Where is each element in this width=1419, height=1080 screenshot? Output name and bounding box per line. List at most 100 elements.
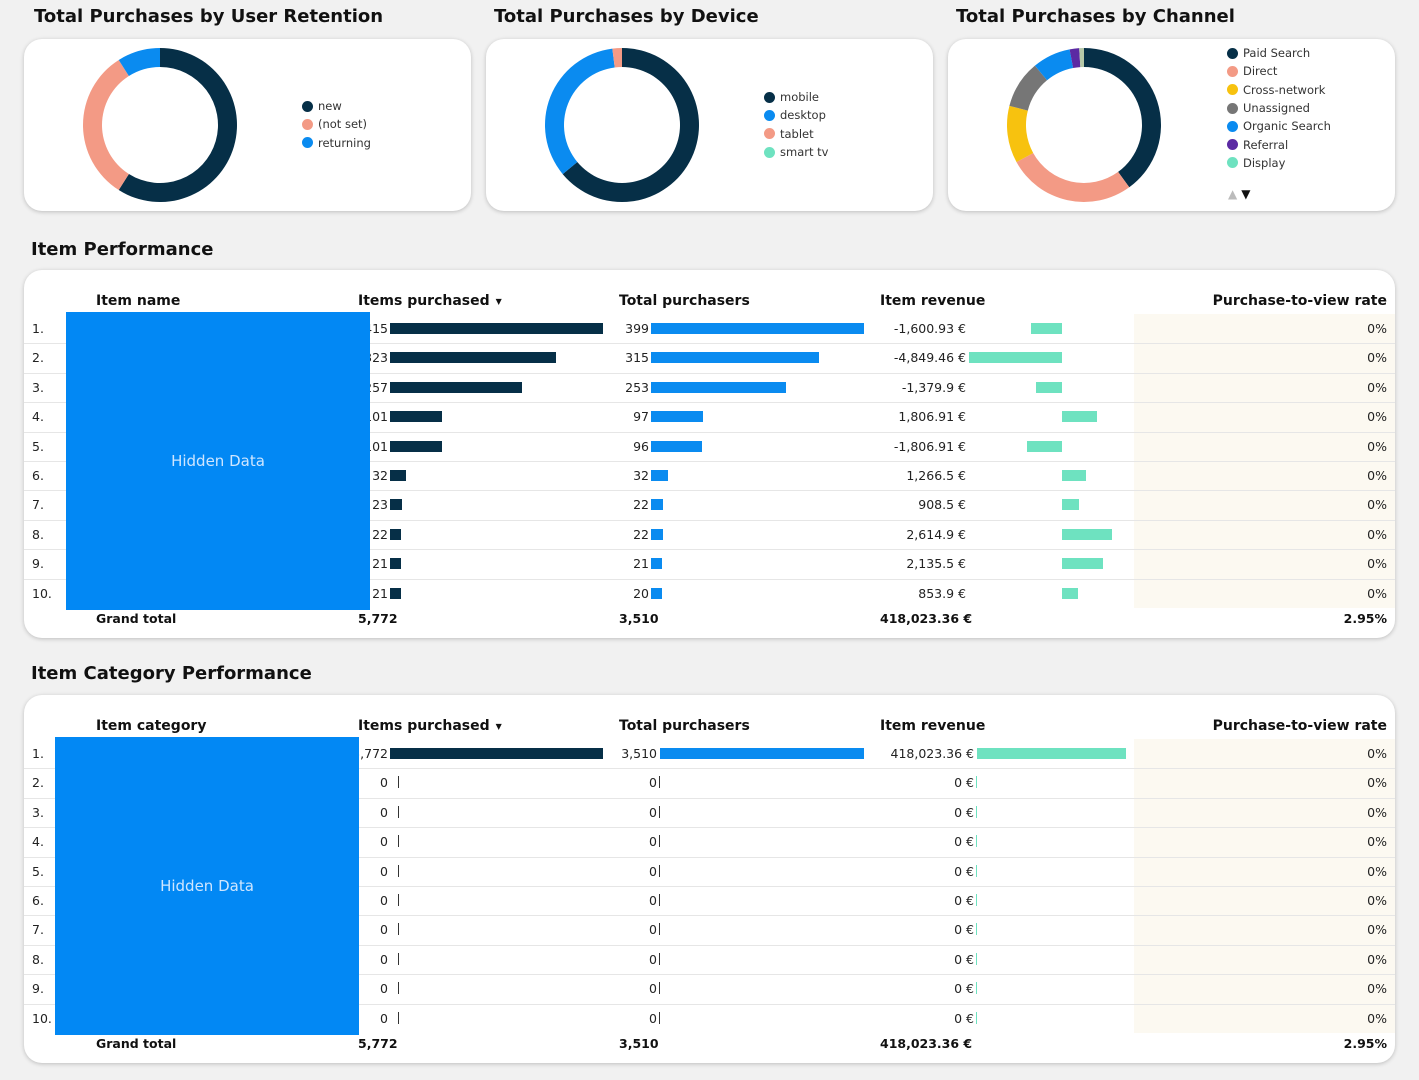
item-revenue-value: -1,600.93 € [893,321,966,336]
header-purchase-to-view-rate[interactable]: Purchase-to-view rate [1212,293,1387,309]
table-row[interactable]: 3. 257 253 -1,379.9 € 0% [24,372,1395,402]
row-divider [24,402,1395,404]
retention-donut[interactable] [82,47,238,203]
table-row[interactable]: 10. 0 0 0 € 0% [24,1003,1395,1033]
sort-desc-icon[interactable]: ▼ [495,296,502,306]
legend-item[interactable]: new [302,97,371,115]
legend-item[interactable]: mobile [764,88,828,106]
donut-slice-desktop[interactable] [545,48,615,175]
total-purchasers-value: 0 [649,834,657,850]
grand-total-purchasers: 3,510 [619,611,659,626]
legend-label: Referral [1243,137,1289,152]
total-purchasers-value: 3,510 [621,746,657,761]
row-number: 6. [32,893,44,908]
legend-label: smart tv [780,145,829,160]
table-row[interactable]: 2. 0 0 0 € 0% [24,768,1395,797]
row-divider [24,797,1395,799]
legend-item[interactable]: (not set) [302,115,371,133]
donut-slice-not-set[interactable] [82,59,129,191]
items-purchased-bar [390,587,401,599]
table-row[interactable]: 1. 415 399 -1,600.93 € 0% [24,314,1395,343]
table-row[interactable]: 4. 101 97 1,806.91 € 0% [24,402,1395,431]
legend-page-down-button[interactable]: ▼ [1241,187,1251,201]
total-purchasers-value: 0 [649,981,657,997]
total-purchasers-value: 0 [649,775,657,791]
header-purchase-to-view-rate[interactable]: Purchase-to-view rate [1212,718,1387,734]
donut-slice-cross-network[interactable] [1007,105,1034,163]
total-purchasers-value: 0 [649,922,657,938]
table-row[interactable]: 6. 0 0 0 € 0% [24,886,1395,915]
total-purchasers-value: 32 [633,468,649,483]
header-name[interactable]: Item name [96,293,181,309]
donut-slice-returning[interactable] [118,48,160,77]
items-purchased-bar [390,352,556,364]
donut-slice-display[interactable] [1079,48,1084,68]
device-chart-title: Total Purchases by Device [494,6,759,27]
header-item-revenue[interactable]: Item revenue [880,718,986,734]
sort-desc-icon[interactable]: ▼ [495,721,502,731]
row-number: 2. [32,775,44,791]
legend-item[interactable]: Direct [1227,62,1331,80]
legend-item[interactable]: tablet [764,125,828,143]
legend-item[interactable]: desktop [764,106,828,124]
legend-item[interactable]: Paid Search [1227,44,1331,62]
table-row[interactable]: 8. 22 22 2,614.9 € 0% [24,519,1395,549]
table-row[interactable]: 8. 0 0 0 € 0% [24,944,1395,974]
header-items-purchased[interactable]: Items purchased ▼ [358,718,502,734]
table-row[interactable]: 4. 0 0 0 € 0% [24,827,1395,856]
legend-swatch [764,91,775,103]
donut-slice-paid-search[interactable] [1084,48,1161,188]
purchase-to-view-rate-value: 0% [1367,951,1387,967]
table-row[interactable]: 7. 0 0 0 € 0% [24,915,1395,944]
grand-total-rate: 2.95% [1343,611,1387,626]
header-name[interactable]: Item category [96,718,207,734]
table-row[interactable]: 7. 23 22 908.5 € 0% [24,490,1395,519]
item-revenue-value: 0 € [954,922,974,938]
total-purchasers-value: 0 [649,863,657,879]
items-purchased-bar [390,528,402,540]
header-total-purchasers[interactable]: Total purchasers [619,293,750,309]
item-revenue-bar [976,982,977,995]
device-donut[interactable] [544,47,700,203]
donut-slice-organic-search[interactable] [1034,49,1074,81]
donut-slice-tablet[interactable] [612,48,622,68]
items-purchased-value: 0 [380,981,388,997]
total-purchasers-bar [651,528,663,540]
donut-slice-mobile[interactable] [562,48,699,202]
legend-page-up-button[interactable]: ▲ [1228,187,1238,201]
legend-item[interactable]: smart tv [764,143,828,161]
header-item-revenue[interactable]: Item revenue [880,293,986,309]
legend-item[interactable]: Display [1227,154,1331,172]
table-row[interactable]: 9. 21 21 2,135.5 € 0% [24,549,1395,578]
legend-item[interactable]: Organic Search [1227,117,1331,135]
items-purchased-value: 415 [364,321,388,336]
table-row[interactable]: 9. 0 0 0 € 0% [24,974,1395,1003]
table-row[interactable]: 2. 323 315 -4,849.46 € 0% [24,343,1395,372]
channel-donut[interactable] [1006,47,1162,203]
donut-slice-referral[interactable] [1069,48,1081,69]
table-row[interactable]: 5. 101 96 -1,806.91 € 0% [24,431,1395,461]
legend-item[interactable]: returning [302,134,371,152]
item-revenue-value: -4,849.46 € [893,350,966,366]
legend-item[interactable]: Unassigned [1227,99,1331,117]
header-items-purchased[interactable]: Items purchased ▼ [358,293,502,309]
purchase-to-view-rate-value: 0% [1367,526,1387,542]
donut-slice-direct[interactable] [1016,152,1130,202]
donut-slice-unassigned[interactable] [1009,65,1048,111]
table-row[interactable]: 10. 21 20 853.9 € 0% [24,578,1395,608]
table-row[interactable]: 3. 0 0 0 € 0% [24,797,1395,827]
table-row[interactable]: 1. 5,772 3,510 418,023.36 € 0% [24,739,1395,768]
table-row[interactable]: 5. 0 0 0 € 0% [24,856,1395,886]
donut-slice-new[interactable] [118,48,238,202]
items-purchased-bar [398,982,399,995]
header-total-purchasers[interactable]: Total purchasers [619,718,750,734]
item-revenue-bar [1062,587,1079,599]
items-purchased-value: 0 [380,893,388,908]
table-row[interactable]: 6. 32 32 1,266.5 € 0% [24,461,1395,490]
items-purchased-value: 21 [372,585,388,601]
row-divider [24,343,1395,345]
row-divider [24,974,1395,976]
legend-item[interactable]: Referral [1227,135,1331,153]
legend-item[interactable]: Cross-network [1227,81,1331,99]
row-divider [24,827,1395,829]
